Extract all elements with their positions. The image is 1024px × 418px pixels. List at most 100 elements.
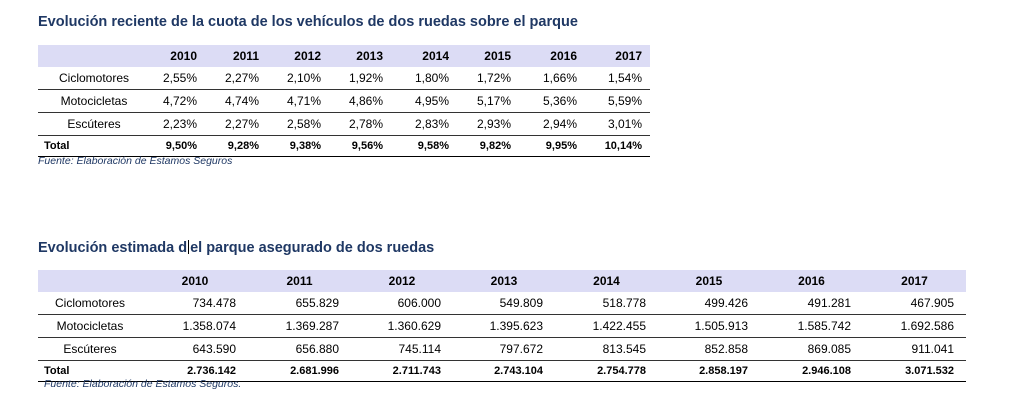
cell-value: 4,71% bbox=[286, 94, 321, 108]
cell-value: 4,72% bbox=[162, 94, 197, 108]
cell-value: 852.858 bbox=[704, 342, 748, 356]
cell-value: 549.809 bbox=[499, 296, 543, 310]
table-row: Motocicletas 4,72% 4,74% 4,71% 4,86% 4,9… bbox=[38, 90, 650, 113]
insured-fleet-table: 2010 2011 2012 2013 2014 2015 2016 2017 … bbox=[38, 270, 966, 382]
cell-value: 9,58% bbox=[417, 140, 449, 152]
cell-value: 2,23% bbox=[162, 117, 197, 131]
row-label: Motocicletas bbox=[60, 94, 128, 108]
year-header: 2016 bbox=[519, 45, 585, 67]
table-row: Ciclomotores 2,55% 2,27% 2,10% 1,92% 1,8… bbox=[38, 67, 650, 90]
year-header: 2017 bbox=[585, 45, 650, 67]
cell-value: 3.071.532 bbox=[905, 365, 954, 377]
cell-value: 813.545 bbox=[602, 342, 646, 356]
cell-value: 2,27% bbox=[224, 71, 259, 85]
vehicle-share-table: 2010 2011 2012 2013 2014 2015 2016 2017 … bbox=[38, 45, 650, 157]
cell-value: 1.585.742 bbox=[797, 319, 851, 333]
cell-value: 467.905 bbox=[910, 296, 954, 310]
cell-value: 1.360.629 bbox=[387, 319, 441, 333]
cell-value: 1,72% bbox=[476, 71, 511, 85]
table2-source: Fuente: Elaboración de Estamos Seguros. bbox=[44, 378, 242, 390]
year-header: 2012 bbox=[351, 270, 453, 292]
cell-value: 2,83% bbox=[414, 117, 449, 131]
year-header: 2012 bbox=[267, 45, 329, 67]
row-label: Total bbox=[44, 140, 70, 152]
cell-value: 1.369.287 bbox=[285, 319, 339, 333]
table-row: Ciclomotores 734.478 655.829 606.000 549… bbox=[38, 292, 966, 315]
table2-title: Evolución estimada d el parque asegurado … bbox=[38, 240, 434, 256]
table1-source: Fuente: Elaboración de Estamos Seguros bbox=[38, 155, 233, 167]
table2-title-part-b: el parque asegurado de dos ruedas bbox=[190, 240, 435, 256]
text-cursor bbox=[188, 240, 190, 254]
cell-value: 2.681.996 bbox=[290, 365, 339, 377]
cell-value: 2,78% bbox=[348, 117, 383, 131]
row-label: Escúteres bbox=[67, 117, 121, 131]
year-header: 2013 bbox=[453, 270, 555, 292]
row-label: Motocicletas bbox=[56, 319, 124, 333]
year-header: 2016 bbox=[760, 270, 863, 292]
cell-value: 1,92% bbox=[348, 71, 383, 85]
cell-value: 9,56% bbox=[351, 140, 383, 152]
cell-value: 1.505.913 bbox=[694, 319, 748, 333]
cell-value: 4,74% bbox=[224, 94, 259, 108]
cell-value: 1.422.455 bbox=[592, 319, 646, 333]
year-header: 2017 bbox=[863, 270, 966, 292]
cell-value: 643.590 bbox=[192, 342, 236, 356]
year-header: 2010 bbox=[150, 45, 205, 67]
row-label: Ciclomotores bbox=[58, 71, 130, 85]
cell-value: 2,94% bbox=[542, 117, 577, 131]
cell-value: 5,59% bbox=[607, 94, 642, 108]
cell-value: 1.692.586 bbox=[900, 319, 954, 333]
cell-value: 4,86% bbox=[348, 94, 383, 108]
cell-value: 9,28% bbox=[227, 140, 259, 152]
cell-value: 2.754.778 bbox=[597, 365, 646, 377]
row-label: Ciclomotores bbox=[54, 296, 126, 310]
row-label: Escúteres bbox=[63, 342, 117, 356]
table-row: Escúteres 2,23% 2,27% 2,58% 2,78% 2,83% … bbox=[38, 113, 650, 136]
table-row: Motocicletas 1.358.074 1.369.287 1.360.6… bbox=[38, 315, 966, 338]
cell-value: 2,27% bbox=[224, 117, 259, 131]
cell-value: 1,66% bbox=[542, 71, 577, 85]
cell-value: 3,01% bbox=[607, 117, 642, 131]
cell-value: 5,36% bbox=[542, 94, 577, 108]
cell-value: 2.946.108 bbox=[802, 365, 851, 377]
year-header: 2011 bbox=[248, 270, 351, 292]
year-header: 2013 bbox=[329, 45, 391, 67]
cell-value: 5,17% bbox=[476, 94, 511, 108]
table-header-row: 2010 2011 2012 2013 2014 2015 2016 2017 bbox=[38, 270, 966, 292]
cell-value: 9,95% bbox=[545, 140, 577, 152]
cell-value: 2.743.104 bbox=[494, 365, 543, 377]
cell-value: 655.829 bbox=[295, 296, 339, 310]
row-label: Total bbox=[44, 365, 70, 377]
table-header-row: 2010 2011 2012 2013 2014 2015 2016 2017 bbox=[38, 45, 650, 67]
header-label-cell bbox=[38, 270, 142, 292]
cell-value: 9,38% bbox=[289, 140, 321, 152]
cell-value: 656.880 bbox=[295, 342, 339, 356]
cell-value: 4,95% bbox=[414, 94, 449, 108]
cell-value: 1.395.623 bbox=[489, 319, 543, 333]
year-header: 2010 bbox=[142, 270, 248, 292]
cell-value: 797.672 bbox=[499, 342, 543, 356]
cell-value: 2.736.142 bbox=[187, 365, 236, 377]
cell-value: 2.858.197 bbox=[699, 365, 748, 377]
cell-value: 2,93% bbox=[476, 117, 511, 131]
total-row: Total 9,50% 9,28% 9,38% 9,56% 9,58% 9,82… bbox=[38, 136, 650, 157]
cell-value: 2,10% bbox=[286, 71, 321, 85]
cell-value: 499.426 bbox=[704, 296, 748, 310]
cell-value: 9,82% bbox=[479, 140, 511, 152]
year-header: 2015 bbox=[658, 270, 760, 292]
cell-value: 2,58% bbox=[286, 117, 321, 131]
cell-value: 869.085 bbox=[807, 342, 851, 356]
cell-value: 2,55% bbox=[162, 71, 197, 85]
cell-value: 606.000 bbox=[397, 296, 441, 310]
table-row: Escúteres 643.590 656.880 745.114 797.67… bbox=[38, 338, 966, 361]
cell-value: 491.281 bbox=[807, 296, 851, 310]
year-header: 2015 bbox=[457, 45, 519, 67]
cell-value: 911.041 bbox=[911, 342, 955, 356]
cell-value: 745.114 bbox=[398, 342, 442, 356]
cell-value: 1,80% bbox=[414, 71, 449, 85]
cell-value: 1.358.074 bbox=[182, 319, 236, 333]
cell-value: 734.478 bbox=[192, 296, 236, 310]
table2-title-part-a: Evolución estimada d bbox=[38, 240, 188, 256]
cell-value: 10,14% bbox=[604, 140, 642, 152]
cell-value: 1,54% bbox=[607, 71, 642, 85]
